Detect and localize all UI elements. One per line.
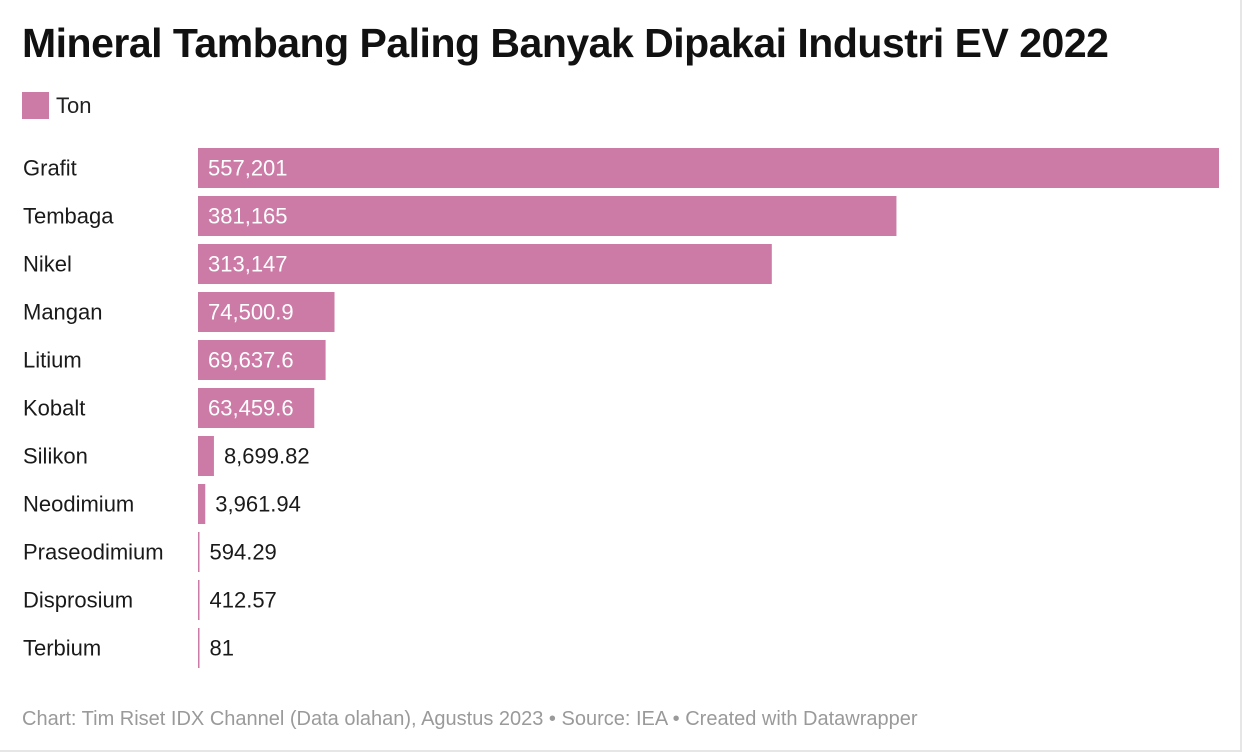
bar xyxy=(198,436,214,476)
value-label: 412.57 xyxy=(210,588,277,613)
chart-footer: Chart: Tim Riset IDX Channel (Data olaha… xyxy=(22,708,918,730)
bar xyxy=(198,484,206,524)
value-label: 381,165 xyxy=(208,204,288,229)
category-label: Nikel xyxy=(23,252,72,277)
legend: Ton xyxy=(22,92,91,119)
category-label: Mangan xyxy=(23,300,103,325)
bar xyxy=(198,388,315,428)
category-label: Tembaga xyxy=(23,204,114,229)
value-label: 3,961.94 xyxy=(215,492,301,517)
legend-swatch xyxy=(22,92,49,119)
bar xyxy=(198,580,200,620)
value-label: 557,201 xyxy=(208,156,288,181)
bar xyxy=(198,340,326,380)
bar xyxy=(198,148,1219,188)
category-label: Terbium xyxy=(23,636,101,661)
category-label: Neodimium xyxy=(23,492,134,517)
bar xyxy=(198,244,772,284)
bar xyxy=(198,292,335,332)
bar xyxy=(198,628,200,668)
value-label: 63,459.6 xyxy=(208,396,294,421)
value-label: 74,500.9 xyxy=(208,300,294,325)
value-label: 594.29 xyxy=(210,540,277,565)
value-label: 81 xyxy=(210,636,234,661)
category-label: Disprosium xyxy=(23,588,133,613)
value-label: 69,637.6 xyxy=(208,348,294,373)
category-label: Silikon xyxy=(23,444,88,469)
bar xyxy=(198,196,897,236)
chart-title: Mineral Tambang Paling Banyak Dipakai In… xyxy=(22,20,1109,66)
category-label: Grafit xyxy=(23,156,77,181)
value-label: 313,147 xyxy=(208,252,288,277)
value-label: 8,699.82 xyxy=(224,444,310,469)
bar xyxy=(198,532,200,572)
category-label: Litium xyxy=(23,348,82,373)
category-label: Praseodimium xyxy=(23,540,164,565)
category-label: Kobalt xyxy=(23,396,85,421)
legend-label: Ton xyxy=(56,92,92,118)
